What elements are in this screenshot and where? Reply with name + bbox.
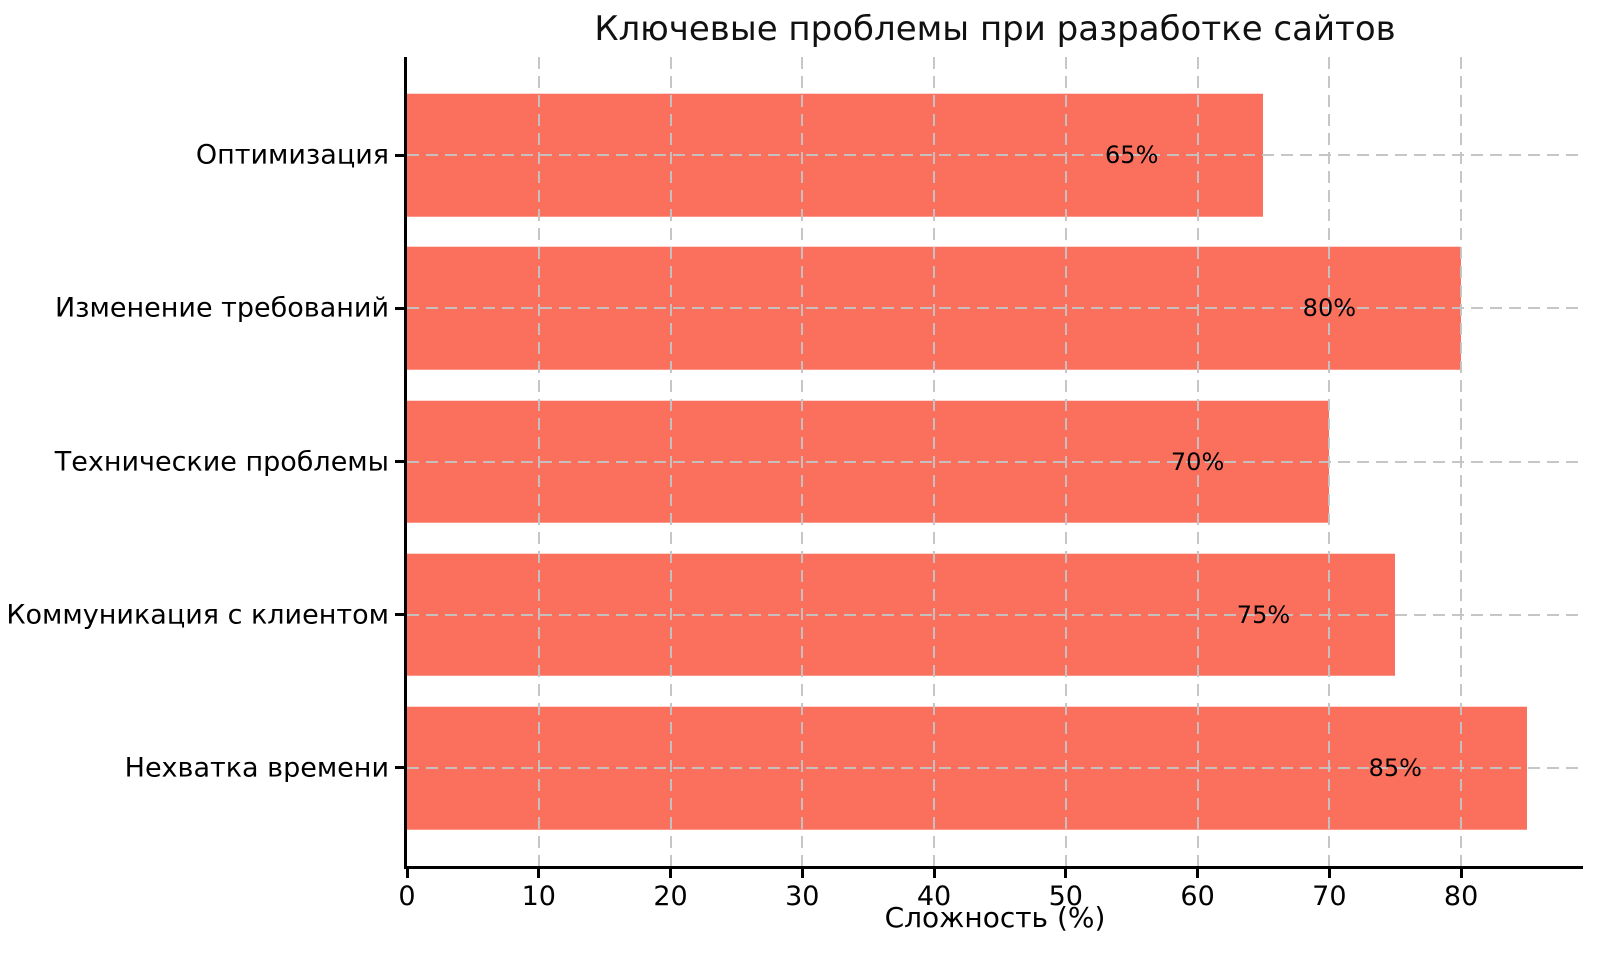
bar-value-label: 85%	[1368, 753, 1422, 782]
y-tick-mark	[395, 460, 404, 463]
x-tick-label: 20	[653, 881, 688, 912]
x-tick-mark	[1327, 869, 1331, 878]
x-tick-mark	[669, 869, 673, 878]
x-tick-mark	[537, 869, 541, 878]
gridline-h	[407, 154, 1583, 157]
y-axis-spine	[404, 57, 407, 869]
gridline-v	[537, 57, 540, 866]
y-tick-mark	[395, 153, 404, 157]
y-tick-label: Оптимизация	[195, 139, 389, 171]
x-tick-label: 0	[398, 881, 416, 912]
y-tick-label: Изменение требований	[54, 292, 389, 324]
y-tick-mark	[395, 766, 404, 770]
x-tick-label: 70	[1312, 881, 1347, 912]
x-tick-label: 60	[1180, 881, 1215, 912]
gridline-v	[933, 57, 936, 866]
gridline-v	[1196, 57, 1199, 866]
x-tick-mark	[932, 869, 936, 878]
x-tick-mark	[405, 869, 409, 878]
gridline-v	[1460, 57, 1463, 866]
gridline-v	[669, 57, 672, 866]
y-tick-mark	[395, 613, 404, 617]
x-axis-spine	[404, 866, 1583, 869]
y-tick-label: Коммуникация с клиентом	[6, 599, 389, 631]
y-tick-mark	[395, 306, 404, 310]
bar-value-label: 80%	[1302, 294, 1357, 323]
bar-value-label: 75%	[1236, 600, 1291, 629]
gridline-h	[407, 307, 1583, 310]
bar-value-label: 70%	[1170, 447, 1225, 476]
gridline-v	[1064, 57, 1067, 866]
gridline-h	[407, 460, 1583, 463]
x-tick-label: 30	[785, 881, 820, 912]
gridline-h	[407, 766, 1583, 769]
x-tick-mark	[800, 869, 804, 878]
x-axis-label: Сложность (%)	[884, 901, 1106, 934]
gridline-h	[407, 613, 1583, 616]
y-tick-label: Нехватка времени	[124, 752, 389, 784]
gridline-v	[801, 57, 804, 866]
plot-area: 65% 80% 70% 75% 85% Оптимизация Изменение треб…	[6, 57, 1583, 912]
x-tick-mark	[1064, 869, 1068, 878]
x-tick-mark	[1196, 869, 1200, 878]
gridline-v	[1328, 57, 1331, 866]
x-tick-label: 80	[1443, 881, 1479, 912]
x-tick-label: 10	[521, 881, 556, 912]
chart-title: Ключевые проблемы при разработке сайтов	[594, 9, 1396, 49]
x-tick-label: 50	[1048, 881, 1083, 912]
x-tick-mark	[1459, 869, 1463, 878]
bar-value-label: 65%	[1105, 141, 1159, 170]
y-tick-label: Технические проблемы	[54, 446, 389, 477]
x-tick-label: 40	[916, 881, 952, 912]
